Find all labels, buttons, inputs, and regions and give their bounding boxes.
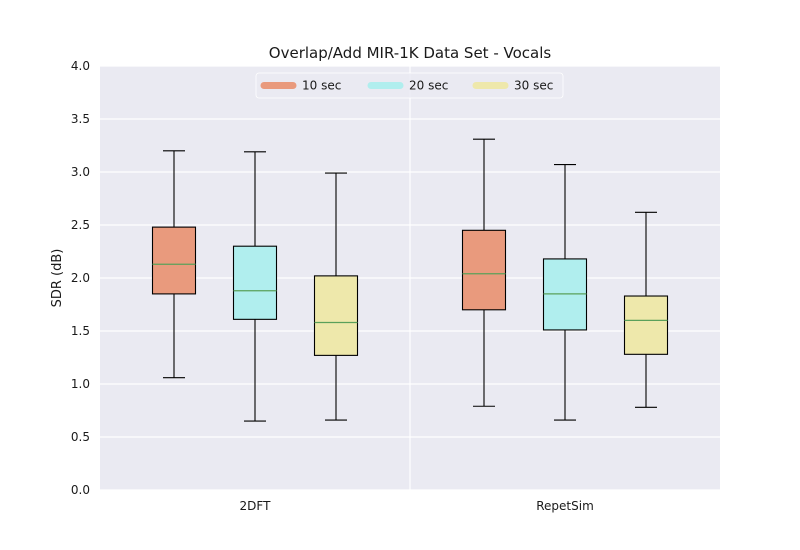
y-tick-label: 3.5 [71, 112, 90, 126]
iqr-box [623, 295, 669, 355]
y-tick-label: 3.0 [71, 165, 90, 179]
y-tick-labels: 0.0 0.5 1.0 1.5 2.0 2.5 3.0 3.5 4.0 [71, 59, 90, 497]
iqr-box [232, 245, 278, 320]
legend-frame [255, 72, 564, 99]
legend-item: 20 sec [367, 79, 448, 93]
y-tick-label: 0.5 [71, 430, 90, 444]
iqr-box [313, 275, 359, 356]
gridlines [100, 65, 720, 491]
legend-label: 10 sec [302, 79, 341, 93]
y-axis-label: SDR (dB) [50, 249, 65, 308]
y-tick-label: 2.0 [71, 271, 90, 285]
iqr-box [461, 229, 507, 311]
legend-label: 30 sec [514, 79, 553, 93]
y-tick-label: 0.0 [71, 483, 90, 497]
boxes [151, 138, 669, 422]
box-10-sec-repetsim [461, 138, 507, 407]
legend-item: 30 sec [472, 79, 553, 93]
y-tick-label: 2.5 [71, 218, 90, 232]
y-tick-label: 1.0 [71, 377, 90, 391]
x-tick-label: 2DFT [240, 499, 272, 513]
chart-title: Overlap/Add MIR-1K Data Set - Vocals [269, 44, 552, 62]
x-tick-label: RepetSim [536, 499, 594, 513]
legend: 10 sec 20 sec 30 sec [255, 72, 564, 99]
y-tick-label: 4.0 [71, 59, 90, 73]
box-30-sec-repetsim [623, 211, 669, 408]
y-tick-label: 1.5 [71, 324, 90, 338]
box-20-sec-2dft [232, 151, 278, 422]
box-30-sec-2dft [313, 172, 359, 421]
x-tick-labels: 2DFT RepetSim [240, 499, 594, 513]
legend-item: 10 sec [260, 79, 341, 93]
box-10-sec-2dft [151, 150, 197, 379]
iqr-box [151, 226, 197, 295]
legend-label: 20 sec [409, 79, 448, 93]
box-20-sec-repetsim [542, 164, 588, 421]
